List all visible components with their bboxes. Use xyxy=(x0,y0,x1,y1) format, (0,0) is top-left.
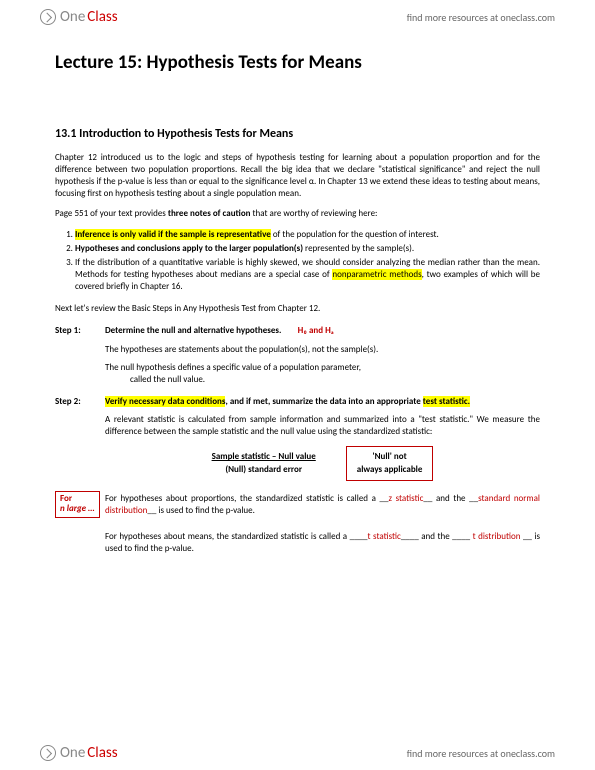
step-1-row: Step 1: Determine the null and alternati… xyxy=(55,325,540,337)
formula-row: Sample statistic – Null value (Null) sta… xyxy=(105,446,540,480)
means-text: For hypotheses about means, the standard… xyxy=(105,531,540,555)
brand-one: One xyxy=(60,8,85,26)
null-callout: 'Null' not always applicable xyxy=(346,446,434,480)
step-1-sub-3: called the null value. xyxy=(130,374,540,386)
step-1-sub-1: The hypotheses are statements about the … xyxy=(105,344,540,356)
step-1-sub-2: The null hypothesis defines a specific v… xyxy=(105,362,540,374)
proportions-text: For hypotheses about proportions, the st… xyxy=(105,493,540,517)
brand-class: Class xyxy=(87,8,117,26)
review-line: Next let's review the Basic Steps in Any… xyxy=(55,303,540,315)
footer-tagline: find more resources at oneclass.com xyxy=(407,747,555,760)
intro-paragraph-2: Page 551 of your text provides three not… xyxy=(55,208,540,220)
step-1-title: Determine the null and alternative hypot… xyxy=(105,325,540,337)
step-2-row: Step 2: Verify necessary data conditions… xyxy=(55,396,540,408)
document-content: Lecture 15: Hypothesis Tests for Means 1… xyxy=(55,50,540,730)
header-tagline: find more resources at oneclass.com xyxy=(407,11,555,24)
page-header: OneClass find more resources at oneclass… xyxy=(0,0,595,34)
proportions-row: For n large … For hypotheses about propo… xyxy=(55,493,540,517)
logo-icon xyxy=(40,9,56,25)
logo-icon xyxy=(40,745,56,761)
caution-list: Inference is only valid if the sample is… xyxy=(75,229,540,294)
section-heading: 13.1 Introduction to Hypothesis Tests fo… xyxy=(55,126,540,142)
step-2-title: Verify necessary data conditions, and if… xyxy=(105,396,540,408)
list-item: Hypotheses and conclusions apply to the … xyxy=(75,243,540,255)
step-2-sub: A relevant statistic is calculated from … xyxy=(105,414,540,438)
step-2-label: Step 2: xyxy=(55,396,105,408)
standardized-formula: Sample statistic – Null value (Null) sta… xyxy=(212,451,316,475)
brand-logo: OneClass xyxy=(40,8,118,26)
list-item: Inference is only valid if the sample is… xyxy=(75,229,540,241)
n-large-callout: For n large … xyxy=(55,491,100,519)
list-item: If the distribution of a quantitative va… xyxy=(75,257,540,293)
brand-logo-footer: OneClass xyxy=(40,744,118,762)
page-footer: OneClass find more resources at oneclass… xyxy=(0,736,595,770)
step-1-label: Step 1: xyxy=(55,325,105,337)
page-title: Lecture 15: Hypothesis Tests for Means xyxy=(55,50,540,76)
intro-paragraph-1: Chapter 12 introduced us to the logic an… xyxy=(55,152,540,201)
